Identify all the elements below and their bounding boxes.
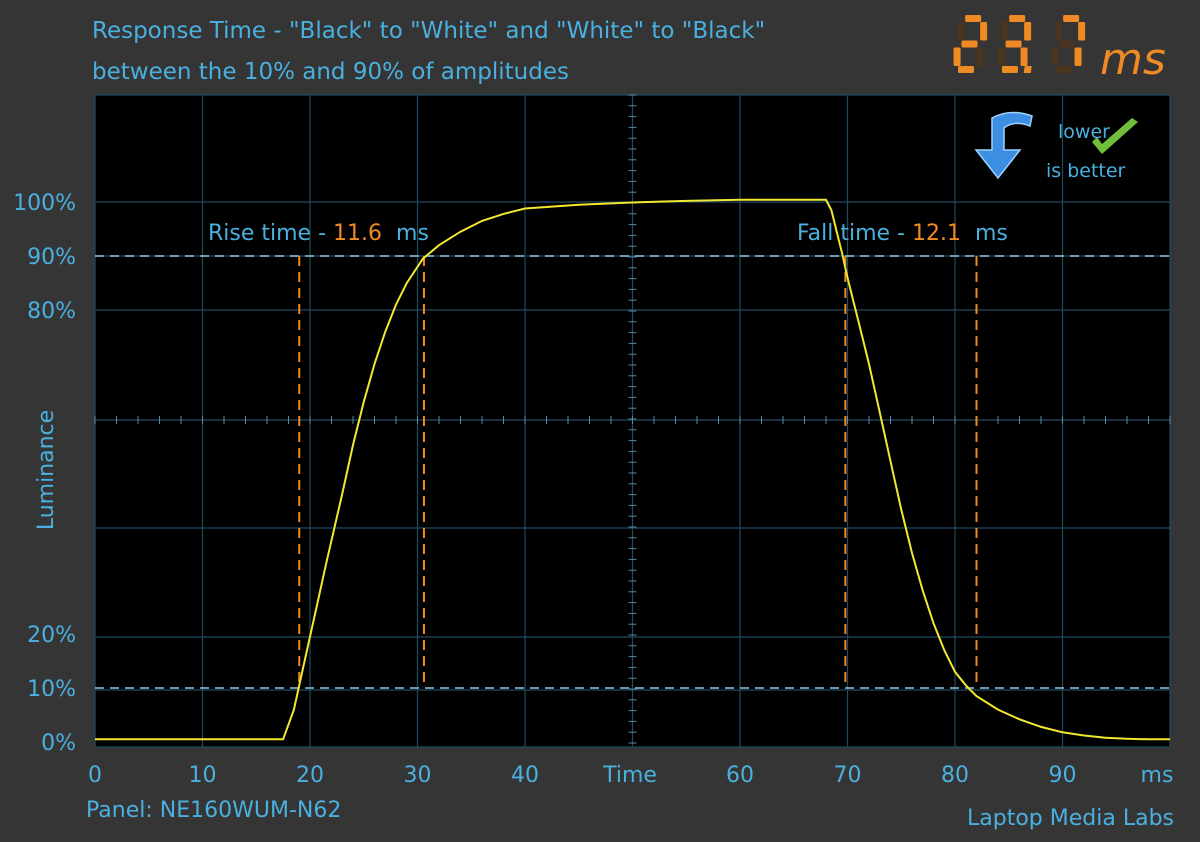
x-tick-label: 90 (1049, 763, 1077, 788)
checkmark-icon (1092, 118, 1138, 154)
digit-segment (1009, 15, 1026, 22)
digit-segment (1063, 15, 1080, 22)
digit-segment (1078, 22, 1086, 41)
total-time-unit: ms (1100, 34, 1166, 85)
rise-time-value: 11.6 (333, 221, 382, 246)
y-tick-label: 20% (27, 623, 76, 648)
y-tick-labels: 0% 10% 20% 80% 90% 100% (13, 191, 76, 756)
digit-segment (980, 22, 988, 41)
digit-segment (1001, 22, 1009, 41)
digit-segment (957, 66, 974, 73)
x-tick-label: 70 (834, 763, 862, 788)
credit-label: Laptop Media Labs (967, 806, 1174, 831)
x-tick-label: 20 (296, 763, 324, 788)
transition-markers (298, 256, 978, 688)
rise-time-unit: ms (396, 221, 429, 246)
y-tick-label: 10% (27, 677, 76, 702)
digit-segment (1001, 66, 1018, 73)
fall-time-unit: ms (975, 221, 1008, 246)
fall-time-label: Fall time - (797, 221, 912, 246)
badge-line1: lower (1058, 121, 1110, 143)
digit-segment (957, 22, 965, 41)
fall-time-value: 12.1 (912, 221, 961, 246)
digit-segment (953, 47, 961, 66)
digit-segment (1024, 22, 1032, 41)
digit-segment (1059, 40, 1076, 48)
y-tick-label: 0% (41, 731, 76, 756)
digit-segment (1074, 47, 1082, 66)
digit-segment (1005, 40, 1022, 48)
rise-time-label: Rise time - (208, 221, 333, 246)
lower-is-better-badge: lower is better (974, 111, 1138, 182)
x-tick-labels: 0 10 20 30 40 60 70 80 90 (88, 763, 1077, 788)
badge-line2: is better (1046, 160, 1126, 182)
digit-segment (997, 47, 1005, 66)
x-tick-label: 80 (941, 763, 969, 788)
x-tick-label: 60 (726, 763, 754, 788)
x-tick-label: 10 (189, 763, 217, 788)
down-arrow-icon (974, 111, 1033, 180)
y-axis-label: Luminance (34, 410, 59, 530)
digit-segment (1020, 47, 1028, 66)
y-tick-label: 90% (27, 245, 76, 270)
grid-lines (94, 94, 1171, 748)
x-tick-label: 0 (88, 763, 102, 788)
rise-time-annotation: Rise time - 11.6 ms (208, 221, 429, 246)
fall-time-annotation: Fall time - 12.1 ms (797, 221, 1008, 246)
digit-segment (976, 47, 984, 66)
x-tick-label: 40 (511, 763, 539, 788)
panel-label: Panel: NE160WUM-N62 (86, 798, 341, 823)
series-line-luminance (95, 198, 1170, 741)
total-time-display (953, 15, 1086, 73)
y-tick-label: 80% (27, 299, 76, 324)
chart-subtitle: between the 10% and 90% of amplitudes (92, 59, 569, 85)
y-tick-label: 100% (13, 191, 76, 216)
x-tick-label: 30 (404, 763, 432, 788)
digit-segment (1055, 66, 1072, 73)
chart-title: Response Time - "Black" to "White" and "… (92, 18, 765, 44)
x-axis-unit: ms (1141, 763, 1174, 788)
decimal-point (1023, 66, 1032, 73)
digit-segment (965, 15, 982, 22)
digit-segment (1055, 22, 1063, 41)
digit-segment (961, 40, 978, 48)
x-axis-label: Time (602, 763, 657, 788)
digit-segment (1051, 47, 1059, 66)
